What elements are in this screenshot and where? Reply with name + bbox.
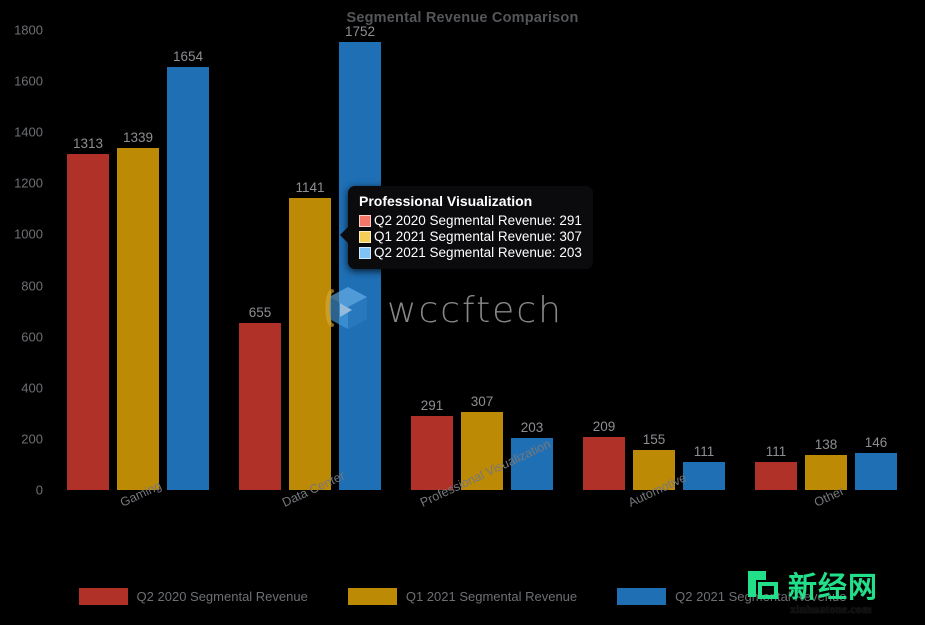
bar[interactable]: 655 [239, 305, 281, 490]
chart-title: Segmental Revenue Comparison [346, 10, 579, 26]
y-axis-tick-label: 1400 [14, 124, 43, 140]
bar[interactable]: 203 [511, 420, 553, 490]
y-axis-tick-label: 1000 [14, 226, 43, 242]
tooltip-entry-label: Q1 2021 Segmental Revenue: 307 [374, 229, 582, 244]
tooltip-entry: Q2 2020 Segmental Revenue: 291 [359, 213, 582, 229]
bar-value-label: 155 [642, 432, 666, 448]
y-axis-tick-label: 1800 [14, 22, 43, 38]
bar-value-label: 146 [864, 434, 888, 450]
legend-color-swatch [617, 588, 667, 605]
bar-value-label: 203 [520, 420, 544, 436]
bar-value-label: 655 [248, 304, 272, 320]
bar-value-label: 138 [814, 436, 838, 452]
tooltip-color-swatch [359, 231, 371, 243]
y-axis-tick-label: 1600 [14, 73, 43, 89]
legend-series-label: Q2 2020 Segmental Revenue [136, 589, 308, 604]
bar-value-label: 1313 [72, 136, 104, 152]
y-axis-tick-label: 200 [21, 431, 43, 447]
bar-value-label: 111 [765, 443, 787, 459]
chart-tooltip: Professional Visualization Q2 2020 Segme… [340, 186, 593, 269]
chart-legend: Q2 2020 Segmental Revenue Q1 2021 Segment… [0, 588, 925, 605]
plot-area: 0 200 400 600 800 1000 1200 1400 1600 1800 1313 133… [14, 23, 912, 510]
y-axis-tick-label: 1200 [14, 175, 43, 191]
tooltip-color-swatch [359, 247, 371, 259]
bar[interactable]: 111 [755, 444, 797, 490]
legend-color-swatch [347, 588, 397, 605]
y-axis-tick-label: 800 [21, 278, 43, 294]
bar-value-label: 1141 [295, 180, 325, 196]
bar-value-label: 209 [592, 418, 616, 434]
bar[interactable]: 111 [683, 444, 725, 490]
bar[interactable]: 155 [633, 432, 675, 490]
legend-item[interactable]: Q1 2021 Segmental Revenue [347, 588, 578, 605]
bar[interactable]: 1339 [117, 130, 159, 490]
bar-value-label: 291 [420, 397, 444, 413]
tooltip-entry-label: Q2 2020 Segmental Revenue: 291 [374, 213, 582, 228]
bar-value-label: 1752 [344, 24, 376, 40]
legend-item[interactable]: Q2 2020 Segmental Revenue [78, 588, 308, 605]
bar-value-label: 1654 [172, 49, 204, 65]
tooltip-entry-label: Q2 2021 Segmental Revenue: 203 [374, 245, 582, 260]
legend-color-swatch [78, 588, 128, 605]
tooltip-rows: Q2 2020 Segmental Revenue: 291 Q1 2021 Se… [359, 213, 582, 261]
bar[interactable]: 138 [805, 437, 847, 490]
bar[interactable]: 307 [461, 394, 503, 490]
y-axis-tick-label: 400 [21, 380, 43, 396]
tooltip-entry: Q1 2021 Segmental Revenue: 307 [359, 229, 582, 245]
bar-value-label: 1339 [122, 129, 154, 145]
tooltip-entry: Q2 2021 Segmental Revenue: 203 [359, 245, 582, 261]
legend-series-label: Q2 2021 Segmental Revenue [675, 589, 847, 604]
bar[interactable]: 209 [583, 419, 625, 490]
tooltip-arrow-icon [340, 226, 349, 244]
bar-value-label: 307 [470, 393, 494, 409]
y-axis-tick-label: 0 [35, 482, 43, 498]
legend-item[interactable]: Q2 2021 Segmental Revenue [617, 588, 846, 605]
bar[interactable]: 291 [411, 398, 453, 490]
tooltip-title: Professional Visualization [359, 193, 533, 209]
tooltip-color-swatch [359, 215, 371, 227]
bar[interactable]: 1141 [289, 180, 331, 490]
bar[interactable]: 146 [855, 435, 897, 490]
legend-series-label: Q1 2021 Segmental Revenue [405, 589, 578, 604]
bar[interactable]: 1654 [167, 49, 209, 490]
bar[interactable]: 1313 [67, 136, 109, 490]
bar-value-label: 111 [693, 443, 715, 459]
y-axis-tick-label: 600 [21, 329, 43, 345]
